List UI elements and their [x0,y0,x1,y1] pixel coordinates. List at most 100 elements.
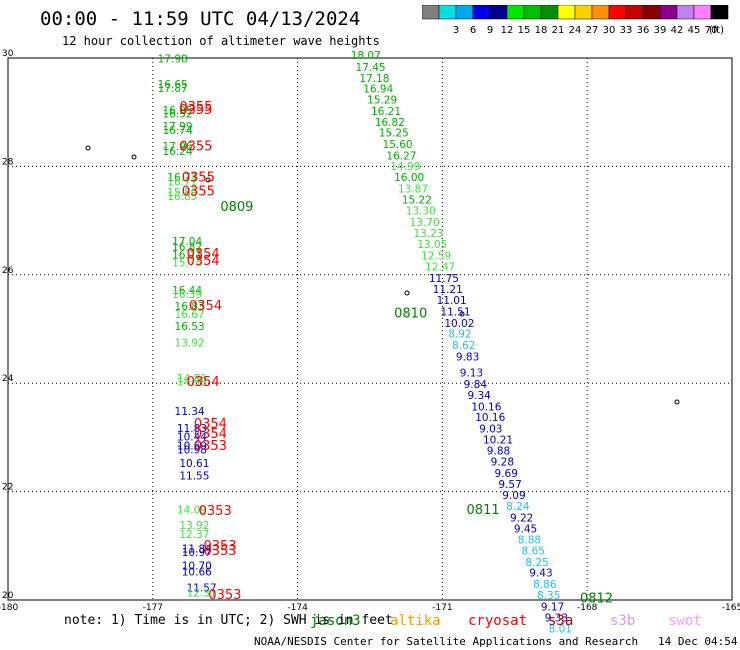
x-tick-label: -165 [722,603,740,613]
scale-tick-label: 9 [487,25,493,36]
wave-height-point: 8.35 [537,590,560,602]
y-tick-label: 26 [2,266,14,276]
wave-height-point: 15.25 [379,128,409,140]
satellite-legend-s3b: s3b [610,613,636,629]
scale-tick-label: 27 [586,25,599,36]
satellite-legend-altika: altika [390,613,441,629]
wave-height-point: 14.99 [390,161,420,173]
wave-height-point: 16.74 [162,125,192,137]
pass-time-label: 0810 [394,307,427,322]
y-tick-label: 28 [2,157,14,167]
wave-height-point: 16.00 [394,172,424,184]
wave-height-point: 16.71 [172,250,202,262]
wave-height-point: 17.45 [356,62,386,74]
pass-time-label: 0355 [182,185,215,200]
wave-height-point: 12.31 [187,588,217,600]
wave-height-point: 8.65 [522,545,545,557]
wave-height-point: 16.27 [386,150,416,162]
footer-note: note: 1) Time is in UTC; 2) SWH is in fe… [64,613,393,628]
scale-tick-label: 21 [552,25,565,36]
plot-frame [7,57,733,601]
wave-height-point: 17.18 [359,73,389,85]
wave-height-point: 16.53 [175,321,205,333]
pass-time-label: 0353 [194,439,227,454]
wave-height-point: 10.02 [444,318,474,330]
pass-time-label: 0355 [179,140,212,155]
wave-height-point: 14.98 [177,376,207,388]
wave-height-point: 16.52 [162,109,192,121]
scale-tick-label: 24 [569,25,582,36]
scale-tick-label: 42 [671,25,684,36]
wave-height-point: 16.71 [167,176,197,188]
wave-height-point: 13.92 [179,520,209,532]
island-marker [674,399,680,405]
wave-height-point: 17.04 [172,236,202,248]
chart-title: 00:00 - 11:59 UTC 04/13/2024 [40,8,361,30]
wave-height-point: 13.05 [417,239,447,251]
pass-time-label: 0355 [179,100,212,115]
wave-height-point: 17.87 [158,83,188,95]
wave-height-point: 10.97 [182,547,212,559]
satellite-legend: jason3 altika cryosat s3a s3b swot [0,611,740,631]
wave-height-point: 14.86 [177,373,207,385]
wave-height-point: 15.75 [172,258,202,270]
wave-height-point: 16.21 [371,106,401,118]
pass-time-label: 0353 [199,504,232,519]
chart-subtitle: 12 hour collection of altimeter wave hei… [62,34,380,48]
footer-credit: NOAA/NESDIS Center for Satellite Applica… [254,635,740,648]
x-tick-label: -177 [143,603,163,613]
satellite-legend-cryosat: cryosat [468,613,528,629]
pass-time-label: 0812 [580,592,613,607]
y-tick-label: 24 [2,374,14,384]
pass-time-label: 0811 [467,503,500,518]
scale-tick-label: 15 [518,25,531,36]
wave-height-point: 11.83 [177,423,207,435]
wave-height-point: 9.17 [541,601,564,613]
wave-height-point: 9.09 [502,490,525,502]
wave-height-point: 11.01 [437,295,467,307]
wave-height-point: 10.61 [179,458,209,470]
scale-tick-label: 70 [705,25,718,36]
wave-height-point: 12.47 [425,261,455,273]
wave-height-point: 18.07 [351,50,381,62]
wave-height-point: 12.37 [179,529,209,541]
wave-height-point: 11.57 [187,582,217,594]
wave-height-point: 10.44 [177,432,207,444]
scale-tick-label: 12 [501,25,514,36]
island-marker [205,177,211,183]
wave-height-point: 9.57 [498,479,521,491]
scale-swatch [710,4,729,20]
wave-height-point: 9.84 [464,379,488,391]
wave-height-point: 11.51 [440,306,470,318]
wave-height-point: 13.23 [413,228,443,240]
pass-time-label: 0355 [182,171,215,186]
wave-height-point: 10.66 [182,567,212,579]
scale-tick-label: 39 [654,25,667,36]
wave-height-point: 15.22 [402,194,432,206]
pass-time-label: 0809 [220,200,253,215]
wave-height-point: 10.21 [483,434,513,446]
wave-height-point: 9.43 [529,568,552,580]
pass-time-label: 0353 [203,539,236,554]
wave-height-point: 8.01 [549,624,572,636]
pass-time-label: 0354 [187,254,220,269]
wave-height-point: 8.24 [506,501,530,513]
island-marker [85,145,91,151]
wave-height-point: 8.86 [533,579,557,591]
wave-height-point: 13.92 [175,337,205,349]
wave-height-point: 16.82 [172,241,202,253]
wave-height-point: 10.98 [177,445,207,457]
wave-height-point: 9.22 [510,512,533,524]
pass-time-label: 0354 [194,417,227,432]
wave-height-point: 11.75 [429,273,459,285]
y-tick-label: 22 [2,483,13,493]
x-tick-label: -168 [577,603,598,613]
x-tick-label: -180 [0,603,18,613]
pass-time-label: 0354 [189,299,222,314]
scale-tick-label: 3 [453,25,459,36]
pass-time-label: 0354 [194,427,227,442]
wave-height-point: 11.55 [179,471,209,483]
wave-height-point: 16.65 [158,79,188,91]
wave-height-point: 13.70 [410,217,440,229]
